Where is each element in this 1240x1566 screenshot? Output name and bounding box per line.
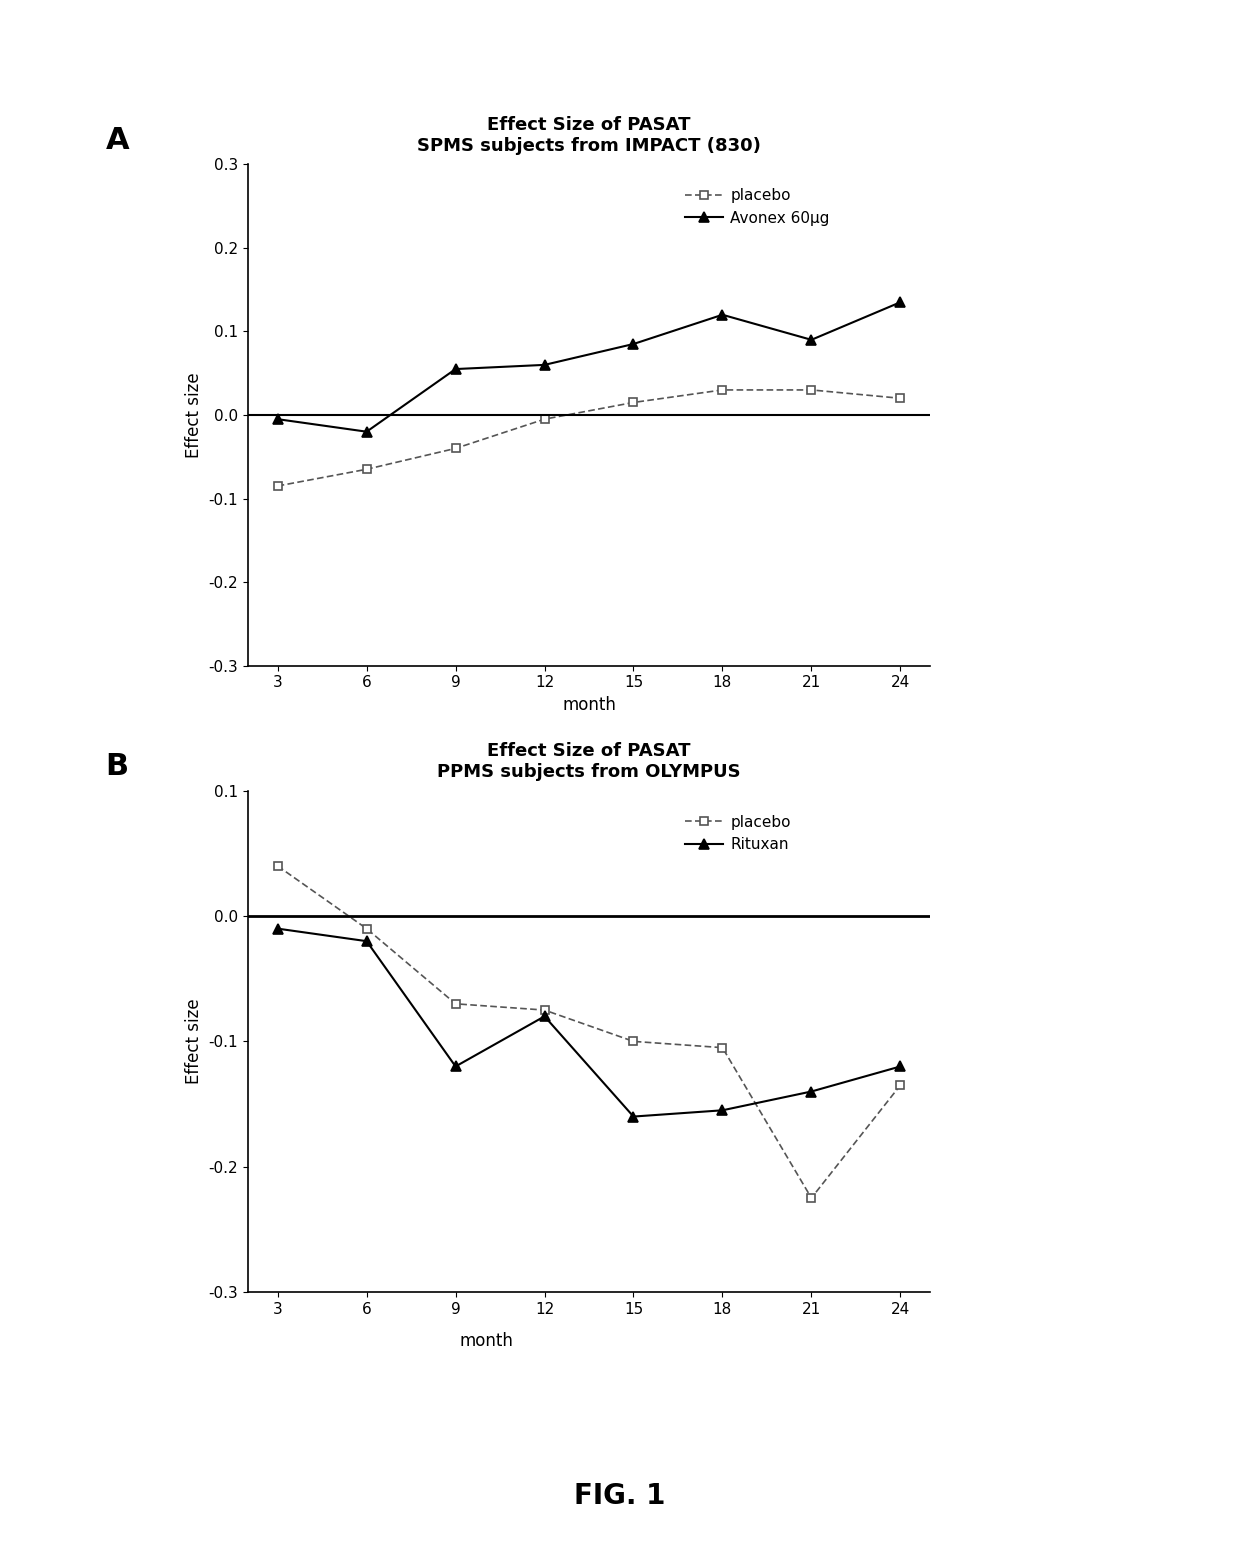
Legend: placebo, Rituxan: placebo, Rituxan bbox=[678, 808, 797, 858]
Avonex 60μg bbox=[448, 360, 463, 379]
Rituxan bbox=[715, 1101, 730, 1120]
Rituxan bbox=[893, 1057, 908, 1076]
Avonex 60μg bbox=[715, 305, 730, 324]
Line: Rituxan: Rituxan bbox=[273, 924, 905, 1121]
Avonex 60μg bbox=[804, 330, 818, 349]
Avonex 60μg bbox=[893, 293, 908, 312]
Legend: placebo, Avonex 60μg: placebo, Avonex 60μg bbox=[678, 182, 836, 232]
placebo bbox=[804, 1189, 818, 1207]
placebo bbox=[270, 476, 285, 495]
Rituxan bbox=[448, 1057, 463, 1076]
Line: Avonex 60μg: Avonex 60μg bbox=[273, 298, 905, 437]
Line: placebo: placebo bbox=[274, 861, 904, 1203]
Title: Effect Size of PASAT
SPMS subjects from IMPACT (830): Effect Size of PASAT SPMS subjects from … bbox=[417, 116, 761, 155]
Avonex 60μg bbox=[270, 410, 285, 429]
X-axis label: month: month bbox=[460, 1333, 513, 1350]
Avonex 60μg bbox=[537, 355, 552, 374]
Title: Effect Size of PASAT
PPMS subjects from OLYMPUS: Effect Size of PASAT PPMS subjects from … bbox=[438, 742, 740, 781]
placebo bbox=[270, 857, 285, 875]
Avonex 60μg bbox=[626, 335, 641, 354]
Rituxan bbox=[537, 1007, 552, 1026]
placebo bbox=[448, 438, 463, 457]
placebo bbox=[715, 381, 730, 399]
X-axis label: month: month bbox=[562, 695, 616, 714]
Text: B: B bbox=[105, 752, 129, 781]
placebo bbox=[448, 994, 463, 1013]
Text: A: A bbox=[105, 125, 129, 155]
placebo bbox=[715, 1038, 730, 1057]
Avonex 60μg bbox=[360, 423, 374, 442]
Text: FIG. 1: FIG. 1 bbox=[574, 1481, 666, 1510]
placebo bbox=[537, 1001, 552, 1019]
placebo bbox=[537, 410, 552, 429]
Rituxan bbox=[270, 919, 285, 938]
Rituxan bbox=[626, 1107, 641, 1126]
placebo bbox=[626, 1032, 641, 1051]
placebo bbox=[804, 381, 818, 399]
Line: placebo: placebo bbox=[274, 385, 904, 490]
placebo bbox=[360, 919, 374, 938]
Y-axis label: Effect size: Effect size bbox=[185, 999, 203, 1084]
placebo bbox=[893, 1076, 908, 1095]
placebo bbox=[626, 393, 641, 412]
placebo bbox=[893, 388, 908, 407]
Rituxan bbox=[804, 1082, 818, 1101]
placebo bbox=[360, 460, 374, 479]
Y-axis label: Effect size: Effect size bbox=[185, 373, 203, 457]
Rituxan bbox=[360, 932, 374, 951]
